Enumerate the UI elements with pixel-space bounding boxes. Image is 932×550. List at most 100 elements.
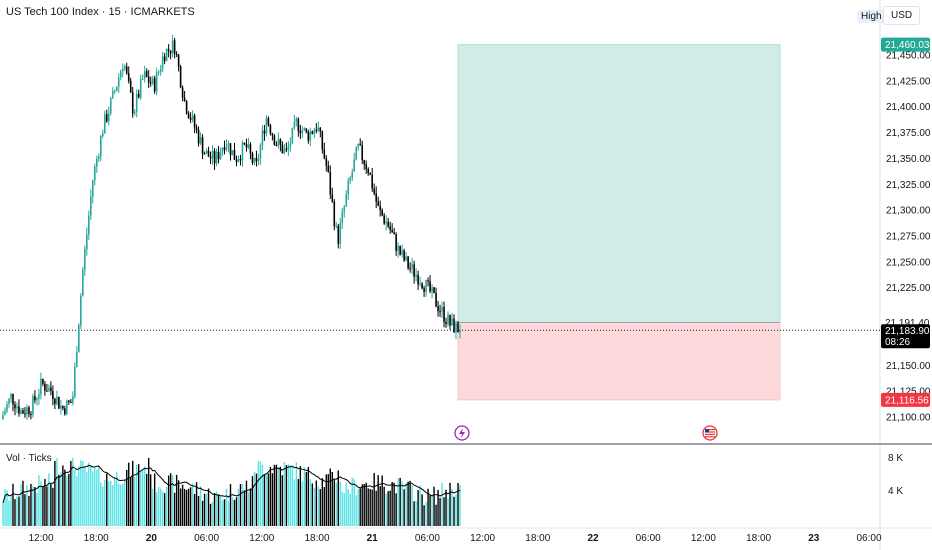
time-tick-label: 18:00	[304, 533, 329, 544]
currency-button[interactable]: USD	[883, 6, 921, 25]
volume-bar	[211, 501, 214, 526]
candle-body	[209, 156, 212, 159]
volume-bar	[223, 499, 226, 526]
candle-body	[195, 127, 198, 130]
volume-bar	[126, 469, 128, 526]
volume-bar	[363, 483, 365, 526]
candle-body	[281, 144, 284, 154]
volume-bar	[351, 477, 353, 526]
candle-body	[97, 156, 100, 159]
candle-body	[74, 366, 76, 397]
candle-body	[275, 144, 278, 146]
time-tick-label: 12:00	[249, 533, 274, 544]
volume-bar	[24, 494, 26, 526]
candle-body	[345, 193, 348, 207]
candle-body	[147, 76, 150, 83]
lightning-icon	[454, 425, 470, 441]
volume-bar	[429, 495, 431, 526]
volume-bar	[273, 464, 276, 526]
high-button[interactable]: High	[857, 10, 886, 23]
volume-bar	[6, 490, 8, 526]
candle-body	[10, 393, 12, 399]
stop-price-badge: 21,116.56	[885, 395, 929, 406]
volume-bar	[443, 497, 445, 526]
volume-bar	[439, 498, 441, 526]
candle-body	[149, 82, 152, 84]
volume-bar	[114, 477, 116, 526]
candle-body	[409, 268, 411, 270]
candle-body	[171, 40, 174, 54]
candle-body	[391, 229, 393, 233]
volume-bar	[365, 482, 367, 526]
volume-bar	[357, 489, 359, 526]
volume-bar	[221, 500, 224, 526]
volume-bar	[28, 495, 30, 526]
volume-bar	[70, 460, 72, 526]
candle-body	[355, 147, 358, 160]
volume-bar	[84, 466, 86, 526]
candle-body	[233, 150, 236, 160]
volume-bar	[124, 478, 126, 526]
candle-body	[343, 206, 346, 212]
volume-bar	[425, 502, 427, 526]
volume-bar	[243, 490, 246, 526]
candle-body	[313, 129, 316, 134]
candle-body	[397, 245, 399, 251]
volume-bar	[345, 482, 347, 526]
candle-body	[105, 114, 108, 122]
candle-body	[131, 92, 134, 114]
volume-bar	[371, 489, 373, 526]
volume-bar	[271, 473, 274, 526]
volume-bar	[14, 498, 16, 526]
volume-bar	[281, 475, 284, 526]
us-flag-icon-stripe	[705, 436, 715, 438]
candle-body	[137, 93, 140, 98]
candle-body	[401, 250, 403, 255]
candle-body	[80, 295, 82, 326]
volume-bar	[94, 467, 96, 526]
candle-body	[221, 147, 224, 153]
volume-bar	[307, 467, 310, 526]
candle-body	[279, 139, 282, 145]
volume-bar	[389, 490, 391, 526]
target-price-badge: 21,460.03	[885, 40, 930, 51]
volume-bar	[38, 475, 40, 526]
candle-body	[173, 40, 176, 54]
candle-body	[351, 171, 354, 178]
volume-bar	[395, 493, 397, 526]
volume-bar	[199, 486, 202, 526]
candle-body	[421, 283, 423, 289]
candle-body	[339, 223, 342, 244]
candle-body	[437, 306, 439, 312]
volume-bar	[64, 469, 66, 526]
candle-body	[103, 114, 106, 134]
volume-bar	[110, 480, 112, 526]
volume-bar	[335, 482, 337, 526]
volume-bar	[375, 490, 377, 526]
candle-body	[285, 148, 288, 150]
volume-bar	[453, 496, 455, 526]
candle-body	[395, 234, 397, 251]
volume-bar	[239, 484, 242, 526]
time-tick-label: 18:00	[525, 533, 550, 544]
candle-body	[367, 169, 370, 174]
candle-body	[431, 287, 433, 292]
volume-bar	[18, 496, 20, 526]
candle-body	[361, 145, 364, 161]
candle-body	[203, 153, 206, 155]
volume-bar	[52, 487, 54, 526]
candle-body	[153, 78, 156, 92]
target-price-badge-bg	[881, 37, 930, 52]
candle-body	[323, 149, 326, 159]
candle-body	[183, 97, 186, 102]
candle-body	[231, 150, 234, 156]
volume-bar	[147, 457, 150, 526]
volume-bar	[201, 500, 204, 526]
us-flag-icon-ring	[702, 425, 718, 441]
candle-body	[331, 194, 334, 202]
candle-body	[271, 133, 274, 136]
candle-body	[22, 410, 24, 414]
volume-bar	[185, 489, 188, 526]
volume-bar	[401, 481, 403, 526]
